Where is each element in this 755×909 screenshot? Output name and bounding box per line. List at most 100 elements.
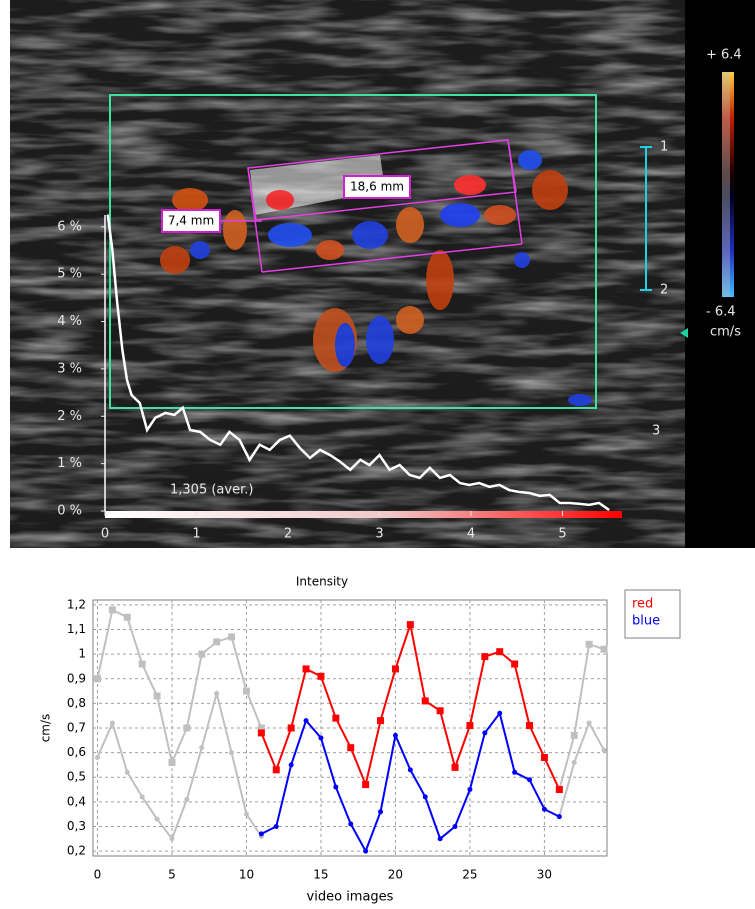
marker <box>527 777 533 783</box>
marker <box>272 766 280 774</box>
depth-label: 3 <box>652 424 660 439</box>
marker <box>362 781 370 789</box>
marker <box>124 769 130 775</box>
y-tick-label: 0,2 <box>67 844 86 858</box>
marker <box>94 755 100 761</box>
scale-min: - 6.4 <box>706 305 736 320</box>
marker <box>258 831 264 837</box>
x-tick-label: 0 <box>94 868 102 882</box>
x-tick-label: 0 <box>101 527 109 542</box>
marker <box>214 691 220 697</box>
marker <box>601 747 607 753</box>
measurement-box <box>343 175 411 199</box>
marker <box>288 762 294 768</box>
marker <box>497 710 503 716</box>
marker <box>257 729 265 737</box>
marker <box>228 633 236 641</box>
marker <box>600 645 608 653</box>
depth-caliper <box>640 146 652 291</box>
marker <box>108 606 116 614</box>
doppler-blobs <box>160 150 592 406</box>
x-tick-label: 25 <box>462 868 477 882</box>
intensity-colorbar <box>105 511 622 518</box>
y-tick-label: 0,5 <box>67 770 86 784</box>
marker <box>496 648 504 656</box>
marker <box>407 767 413 773</box>
marker <box>198 650 206 658</box>
marker <box>452 823 458 829</box>
marker <box>318 735 324 741</box>
y-tick-label: 0,4 <box>67 794 86 808</box>
measurement-lines <box>220 139 523 273</box>
marker <box>482 730 488 736</box>
marker <box>571 759 577 765</box>
data-line <box>106 214 610 512</box>
measurement-label: 7,4 mm <box>168 214 214 228</box>
marker <box>153 692 161 700</box>
marker <box>93 675 101 683</box>
marker <box>406 621 414 629</box>
marker <box>378 809 384 815</box>
chart-title: Intensity <box>296 575 348 589</box>
marker <box>138 660 146 668</box>
marker <box>585 640 593 648</box>
marker <box>541 806 547 812</box>
y-tick-label: 2 % <box>57 409 82 424</box>
y-tick-label: 0,3 <box>67 819 86 833</box>
ultrasound-speckle <box>10 0 685 548</box>
x-tick-label: 15 <box>313 868 328 882</box>
marker <box>437 836 443 842</box>
roi-box <box>109 94 597 409</box>
legend-label: red <box>632 597 653 612</box>
marker <box>526 722 534 730</box>
marker <box>183 724 191 732</box>
marker <box>586 720 592 726</box>
x-tick-label: 20 <box>388 868 403 882</box>
marker <box>363 848 369 854</box>
marker <box>422 794 428 800</box>
velocity-colorbar <box>722 72 734 297</box>
marker <box>540 754 548 762</box>
marker <box>436 707 444 715</box>
marker <box>377 717 385 725</box>
measurement-label: 18,6 mm <box>350 180 404 194</box>
marker <box>303 718 309 724</box>
marker <box>467 787 473 793</box>
depth-label: 1 <box>660 140 668 155</box>
y-tick-label: 1,1 <box>67 622 86 636</box>
marker <box>287 724 295 732</box>
y-tick-label: 6 % <box>57 219 82 234</box>
side-panel <box>685 0 755 548</box>
x-tick-label: 30 <box>537 868 552 882</box>
marker <box>302 665 310 673</box>
x-tick-label: 4 <box>467 527 475 542</box>
legend-label: blue <box>632 614 660 629</box>
marker <box>184 796 190 802</box>
focus-marker <box>680 328 688 338</box>
marker <box>242 687 250 695</box>
marker <box>512 769 518 775</box>
measurement-box <box>161 209 221 233</box>
y-tick-label: 0,8 <box>67 696 86 710</box>
marker <box>273 823 279 829</box>
marker <box>421 697 429 705</box>
y-tick-label: 5 % <box>57 267 82 282</box>
scale-unit: cm/s <box>710 325 741 340</box>
marker <box>347 744 355 752</box>
marker <box>333 784 339 790</box>
data-line <box>96 689 605 841</box>
marker <box>466 722 474 730</box>
marker <box>154 816 160 822</box>
marker <box>451 763 459 771</box>
y-tick-label: 0,7 <box>67 721 86 735</box>
marker <box>317 672 325 680</box>
marker <box>348 821 354 827</box>
y-tick-label: 4 % <box>57 314 82 329</box>
marker <box>169 836 175 842</box>
marker <box>555 786 563 794</box>
x-tick-label: 5 <box>558 527 566 542</box>
marker <box>243 811 249 817</box>
marker <box>392 732 398 738</box>
